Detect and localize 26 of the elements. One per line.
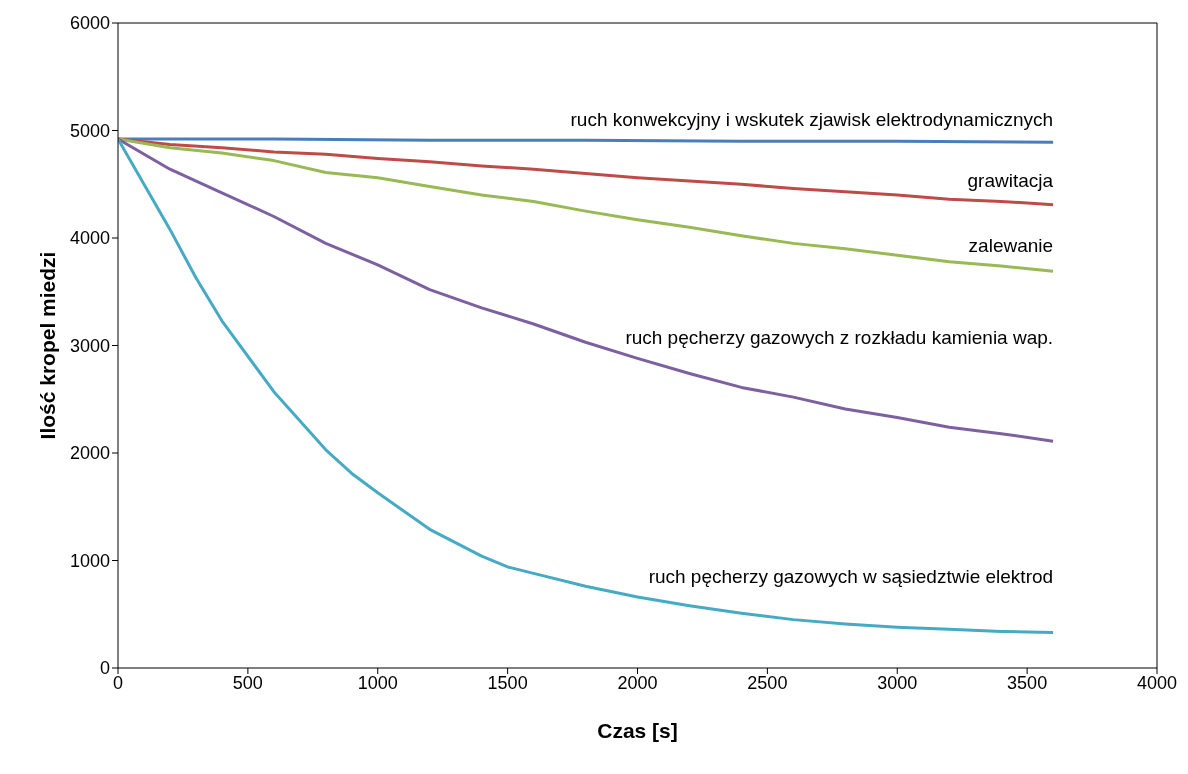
y-tick-label: 2000 — [69, 443, 110, 464]
series-label: grawitacja — [967, 170, 1054, 192]
series-label: ruch pęcherzy gazowych w sąsiedztwie elektrod — [648, 566, 1054, 588]
x-tick-label: 1500 — [487, 672, 528, 693]
x-tick-label: 0 — [112, 672, 124, 693]
x-tick-label: 2000 — [617, 672, 658, 693]
x-axis-title: Czas [s] — [597, 719, 678, 742]
x-tick-label: 3000 — [877, 672, 918, 693]
y-tick-label: 0 — [99, 658, 110, 679]
series-label: ruch pęcherzy gazowych z rozkładu kamienia wap. — [625, 327, 1054, 349]
line-series — [118, 137, 1055, 443]
y-tick-label: 5000 — [69, 120, 110, 141]
x-tick-label: 4000 — [1136, 672, 1178, 693]
x-tick-label: 2500 — [747, 672, 788, 693]
y-tick-label: 3000 — [69, 335, 110, 356]
y-tick-label: 4000 — [69, 228, 110, 249]
x-tick-label: 3500 — [1007, 672, 1048, 693]
y-axis-title: Ilość kropel miedzi — [36, 251, 60, 440]
series-label: ruch konwekcyjny i wskutek zjawisk elektrodynamicznych — [570, 109, 1054, 131]
line-series — [118, 137, 1055, 273]
y-tick-label: 6000 — [69, 13, 110, 34]
line-series — [118, 137, 1055, 635]
x-tick-label: 1000 — [357, 672, 398, 693]
y-tick-label: 1000 — [69, 550, 110, 571]
series-label: zalewanie — [968, 234, 1054, 256]
x-tick-label: 500 — [232, 672, 263, 693]
